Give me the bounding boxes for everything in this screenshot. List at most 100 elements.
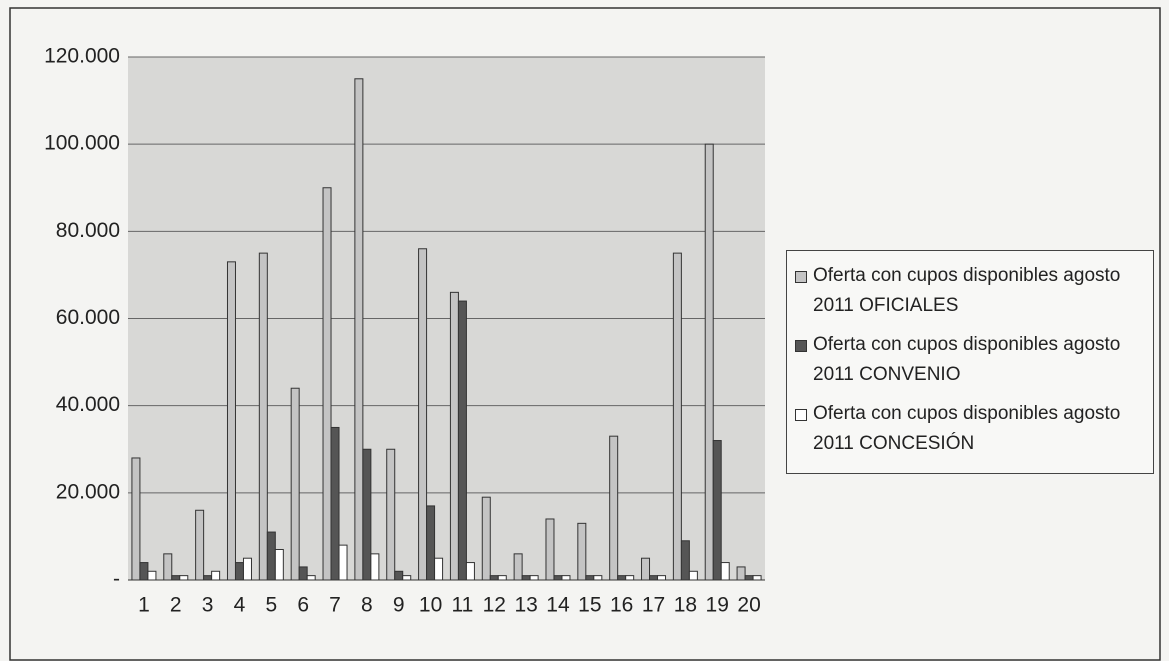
bar xyxy=(211,570,221,581)
bar xyxy=(489,575,499,581)
bar xyxy=(418,248,428,581)
bar xyxy=(641,557,651,581)
bar xyxy=(306,575,316,581)
x-tick-label: 16 xyxy=(610,594,633,617)
bar xyxy=(330,426,340,581)
bar xyxy=(465,562,475,581)
bar xyxy=(521,575,531,581)
y-tick-label: 80.000 xyxy=(56,219,120,242)
x-tick-label: 9 xyxy=(393,594,405,617)
bar xyxy=(171,575,181,581)
bar xyxy=(553,575,563,581)
x-tick-label: 2 xyxy=(170,594,182,617)
y-tick-label: 100.000 xyxy=(44,132,120,155)
x-tick-label: 20 xyxy=(737,594,760,617)
bar xyxy=(274,548,284,581)
bar xyxy=(680,540,690,581)
y-tick-label: 60.000 xyxy=(56,306,120,329)
bar xyxy=(258,252,268,581)
legend-swatch xyxy=(795,271,807,283)
y-tick-label: - xyxy=(113,568,120,591)
bar xyxy=(529,575,539,581)
y-tick-label: 120.000 xyxy=(44,45,120,68)
bar xyxy=(370,553,380,581)
x-tick-label: 4 xyxy=(234,594,246,617)
x-tick-label: 3 xyxy=(202,594,214,617)
bar xyxy=(449,291,459,581)
bar xyxy=(513,553,523,581)
legend-label: Oferta con cupos disponibles agosto 2011… xyxy=(813,334,1121,385)
bar xyxy=(672,252,682,581)
bar xyxy=(434,557,444,581)
bar xyxy=(266,531,276,581)
bar xyxy=(354,78,364,581)
bar xyxy=(290,387,300,581)
x-tick-label: 13 xyxy=(514,594,537,617)
bar xyxy=(338,544,348,581)
bar xyxy=(657,575,667,581)
legend-item: Oferta con cupos disponibles agosto 2011… xyxy=(795,261,1145,321)
bar xyxy=(203,575,213,581)
bar xyxy=(744,575,754,581)
bar xyxy=(704,143,714,581)
bar xyxy=(362,448,372,581)
bar xyxy=(226,261,236,581)
x-tick-label: 10 xyxy=(419,594,442,617)
bar xyxy=(179,575,189,581)
frame xyxy=(9,7,1161,661)
x-tick-label: 7 xyxy=(329,594,341,617)
bar xyxy=(457,300,467,581)
legend-item: Oferta con cupos disponibles agosto 2011… xyxy=(795,330,1145,390)
bar xyxy=(386,448,396,581)
bar xyxy=(139,562,149,581)
legend-item: Oferta con cupos disponibles agosto 2011… xyxy=(795,399,1145,459)
bar xyxy=(625,575,635,581)
bar xyxy=(752,575,762,581)
bar xyxy=(195,509,205,581)
bar xyxy=(593,575,603,581)
x-tick-label: 17 xyxy=(642,594,665,617)
y-tick-label: 40.000 xyxy=(56,393,120,416)
bar xyxy=(736,566,746,581)
x-tick-label: 12 xyxy=(483,594,506,617)
legend: Oferta con cupos disponibles agosto 2011… xyxy=(786,250,1154,474)
bar xyxy=(426,505,436,581)
bar xyxy=(322,187,332,581)
x-tick-label: 18 xyxy=(674,594,697,617)
bar xyxy=(561,575,571,581)
legend-label: Oferta con cupos disponibles agosto 2011… xyxy=(813,265,1121,316)
bar xyxy=(402,575,412,581)
x-tick-label: 11 xyxy=(452,594,474,617)
bar xyxy=(609,435,619,581)
x-tick-label: 1 xyxy=(138,594,150,617)
x-tick-label: 15 xyxy=(578,594,601,617)
x-tick-label: 19 xyxy=(706,594,729,617)
bar xyxy=(585,575,595,581)
legend-swatch xyxy=(795,340,807,352)
bar xyxy=(394,570,404,581)
bar xyxy=(497,575,507,581)
x-tick-label: 6 xyxy=(297,594,309,617)
x-tick-label: 8 xyxy=(361,594,373,617)
x-tick-label: 14 xyxy=(546,594,570,617)
bar xyxy=(577,522,587,581)
bar xyxy=(712,440,722,581)
bar xyxy=(545,518,555,581)
bar xyxy=(617,575,627,581)
legend-label: Oferta con cupos disponibles agosto 2011… xyxy=(813,403,1121,454)
bar xyxy=(649,575,659,581)
bar xyxy=(147,570,157,581)
x-tick-label: 5 xyxy=(265,594,277,617)
bar xyxy=(481,496,491,581)
legend-swatch xyxy=(795,409,807,421)
bar xyxy=(163,553,173,581)
bar xyxy=(298,566,308,581)
bar xyxy=(242,557,252,581)
bar xyxy=(720,562,730,581)
bar xyxy=(234,562,244,581)
bar xyxy=(688,570,698,581)
y-tick-label: 20.000 xyxy=(56,480,120,503)
bar xyxy=(131,457,141,581)
